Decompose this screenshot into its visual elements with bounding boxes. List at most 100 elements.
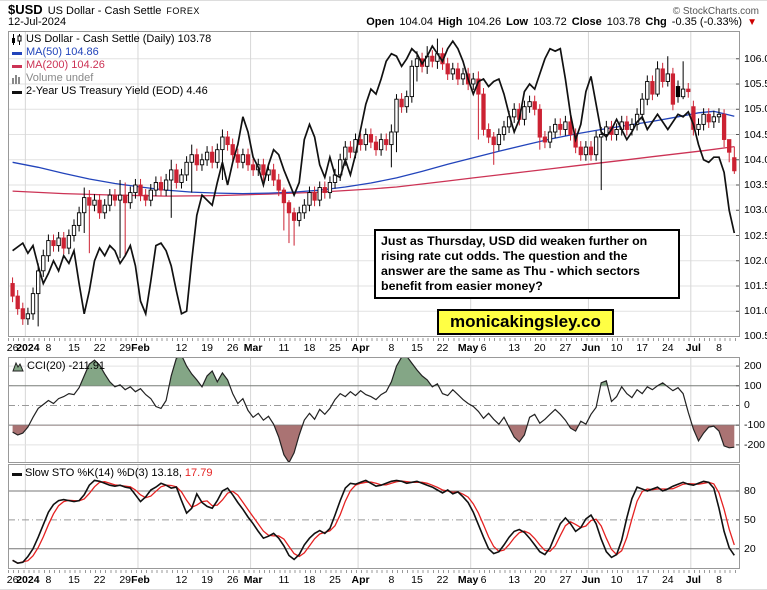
x-axis-label: 8 [716, 342, 722, 354]
price-axis-label: 103.5 [744, 179, 767, 191]
cci-axis-label: 0 [744, 399, 750, 412]
cci-axis-label: -200 [744, 438, 766, 451]
legend-price-text: US Dollar - Cash Settle (Daily) 103.78 [26, 33, 212, 45]
price-chart-canvas [8, 31, 740, 337]
x-axis-label: 26 [6, 342, 19, 354]
chg-down-arrow-icon[interactable]: ▼ [747, 17, 757, 28]
x-axis-label: 19 [201, 574, 213, 586]
sto-axis-labels: 80 50 20 [740, 464, 767, 569]
x-axis-label: 26 [226, 574, 239, 586]
x-axis-label: Jul [685, 342, 701, 354]
x-axis-label: May [457, 574, 479, 586]
x-axis-label: 13 [508, 574, 521, 586]
x-axis-label: 13 [508, 342, 521, 354]
x-axis-label: 12 [175, 342, 188, 354]
exchange-label: FOREX [166, 6, 200, 16]
x-axis-label: 15 [68, 342, 80, 354]
sto-axis-label: 20 [744, 542, 756, 555]
x-axis-label: 29 [119, 342, 132, 354]
chart-legend: US Dollar - Cash Settle (Daily) 103.78 M… [11, 33, 211, 98]
ma50-line-icon [11, 46, 23, 59]
ohlc-quote: Open 104.04 High 104.26 Low 103.72 Close… [366, 16, 757, 28]
price-axis-label: 104.0 [744, 153, 767, 166]
x-axis-label: 2024 [16, 574, 40, 586]
x-axis-label: Feb [131, 574, 150, 586]
sto-axis-label: 80 [744, 484, 756, 497]
cci-axis-label: -100 [744, 419, 766, 432]
price-axis-label: 100.5 [744, 330, 767, 343]
x-axis-label: 11 [278, 574, 290, 586]
sto-legend: Slow STO %K(14) %D(3) 13.18, 17.79 [12, 467, 212, 479]
price-axis-label: 102.5 [744, 229, 767, 242]
x-axis-label: Jun [581, 342, 601, 354]
legend-price: US Dollar - Cash Settle (Daily) 103.78 [11, 33, 211, 46]
x-axis-label: 27 [559, 574, 572, 586]
cci-label-text: CCI(20) -211.91 [27, 360, 106, 372]
quote-row: 12-Jul-2024 Open 104.04 High 104.26 Low … [8, 16, 757, 28]
ma200-line-icon [11, 59, 23, 72]
chg-label: Chg [645, 16, 667, 28]
x-axis-label: 15 [411, 574, 423, 586]
x-axis-label: 8 [45, 574, 52, 586]
legend-ma200: MA(200) 104.26 [11, 59, 211, 72]
x-axis-label: Feb [131, 342, 150, 354]
x-axis-label: 11 [278, 342, 290, 354]
sto-d-value: 17.79 [184, 467, 213, 479]
sto-label-text: Slow STO %K(14) %D(3) 13.18, [25, 467, 182, 479]
x-axis-label: 29 [119, 574, 132, 586]
cci-canvas [8, 357, 740, 463]
cci-axis-label: 100 [744, 379, 762, 392]
x-axis-label: 6 [480, 342, 487, 354]
high-value: 104.26 [467, 16, 502, 28]
x-axis-label: 15 [68, 574, 80, 586]
low-value: 103.72 [533, 16, 567, 28]
x-axis-label: Mar [243, 342, 263, 354]
price-axis-label: 101.0 [744, 305, 767, 318]
open-value: 104.04 [399, 16, 433, 28]
price-axis-labels: 106.0 105.5 105.0 104.5 104.0 103.5 103.0 102.5… [740, 31, 767, 343]
x-axis-label: 10 [610, 342, 623, 354]
date-axis-lower: 26 2024 8 15 22 29 Feb 12 19 26 Mar 11 18 25 Apr 8 15 22 M… [7, 570, 740, 588]
x-axis-label: 24 [661, 342, 674, 354]
chart-date: 12-Jul-2024 [8, 16, 67, 28]
x-axis-label: 27 [559, 342, 572, 354]
x-axis-label: May [457, 342, 479, 354]
x-axis-label: Apr [351, 574, 370, 586]
volume-bars-icon [11, 74, 23, 84]
legend-volume: Volume undef [11, 72, 211, 85]
price-axis-label: 101.5 [744, 280, 767, 292]
sto-line-icon [12, 467, 22, 479]
annotation-box: Just as Thursday, USD did weaken further… [374, 229, 680, 299]
x-axis-label: 17 [636, 574, 649, 586]
sto-axis-label: 50 [744, 513, 756, 526]
high-label: High [438, 16, 463, 28]
symbol-name: US Dollar - Cash Settle [47, 5, 162, 17]
open-label: Open [366, 16, 395, 28]
legend-volume-text: Volume undef [26, 72, 94, 84]
price-axis-label: 105.5 [744, 78, 767, 91]
x-axis-label: 2024 [16, 342, 40, 354]
x-axis-label: 22 [436, 574, 449, 586]
price-axis-label: 105.0 [744, 103, 767, 116]
x-axis-label: 8 [388, 342, 395, 354]
watermark-badge: monicakingsley.co [437, 309, 614, 335]
x-axis-label: 24 [661, 574, 674, 586]
price-axis-label: 102.0 [744, 254, 767, 267]
cci-legend: CCI(20) -211.91 [12, 360, 105, 372]
minor-tick-strip [8, 570, 740, 573]
yield-line-icon [11, 85, 23, 98]
x-axis-label: 26 [226, 342, 239, 354]
cci-mountain-icon [12, 361, 24, 372]
x-axis-label: 18 [303, 574, 316, 586]
low-label: Low [506, 16, 529, 28]
x-axis-label: 8 [45, 342, 52, 354]
x-axis-label: 25 [329, 342, 341, 354]
x-axis-label: 17 [636, 342, 649, 354]
stochastics-canvas [8, 464, 740, 569]
x-axis-label: 12 [175, 574, 188, 586]
symbol: $USD [8, 2, 43, 17]
legend-ma50: MA(50) 104.86 [11, 46, 211, 59]
close-label: Close [571, 16, 602, 28]
x-axis-label: Apr [351, 342, 370, 354]
price-axis-label: 106.0 [744, 52, 767, 65]
